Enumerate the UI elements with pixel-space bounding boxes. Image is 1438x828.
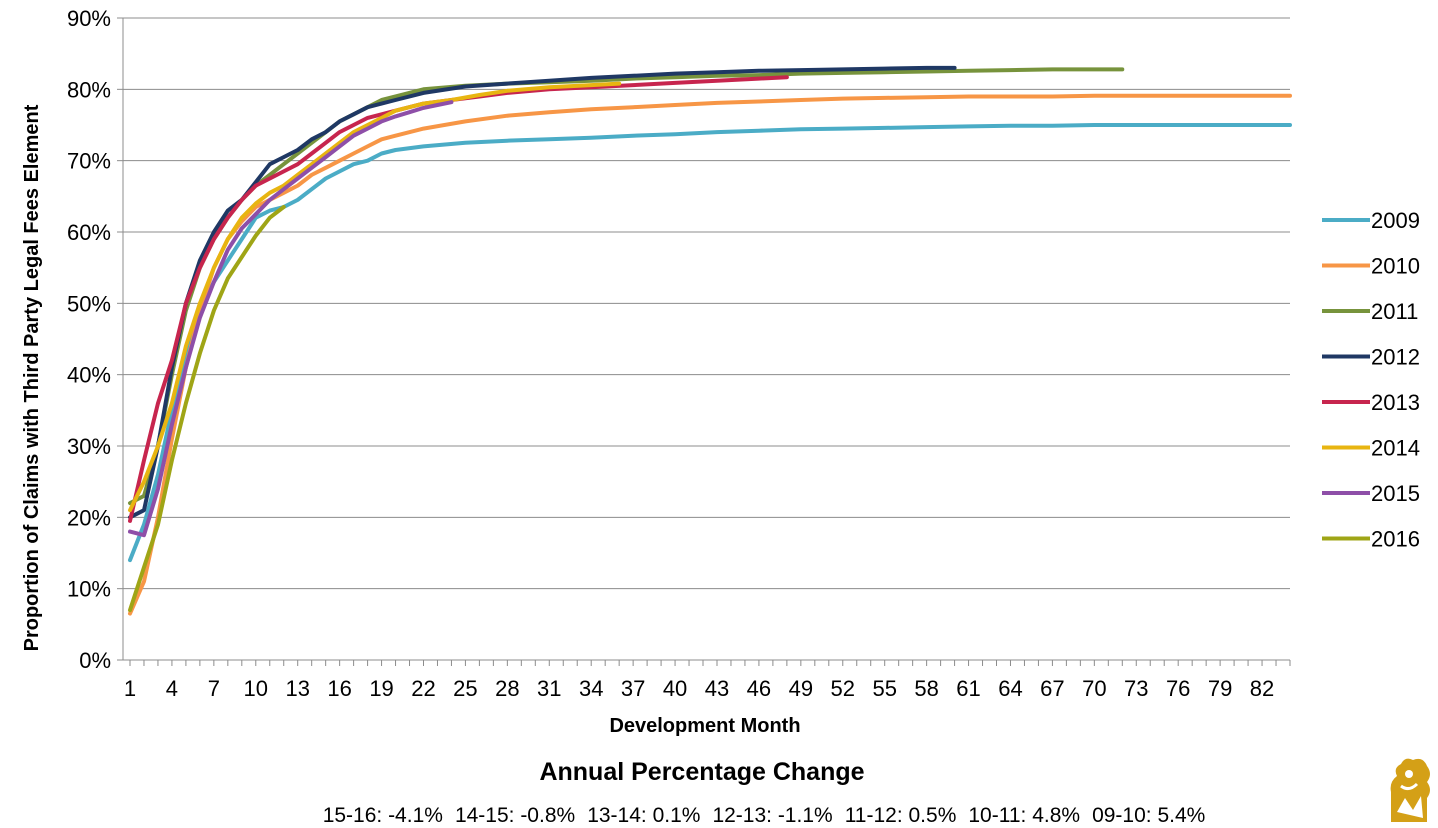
annual-change-item: 12-13: -1.1% bbox=[712, 804, 832, 827]
x-tick-label: 43 bbox=[705, 676, 729, 701]
x-tick-label: 70 bbox=[1082, 676, 1106, 701]
x-tick-label: 10 bbox=[244, 676, 268, 701]
annual-change-list: 15-16: -4.1% 14-15: -0.8% 13-14: 0.1% 12-13… bbox=[323, 804, 1206, 827]
y-tick-label: 20% bbox=[67, 505, 111, 530]
series-line-2013 bbox=[128, 75, 789, 523]
x-tick-label: 79 bbox=[1208, 676, 1232, 701]
x-tick-label: 58 bbox=[914, 676, 938, 701]
x-tick-label: 16 bbox=[327, 676, 351, 701]
x-tick-label: 46 bbox=[747, 676, 771, 701]
legend-label-2010: 2010 bbox=[1371, 254, 1420, 279]
series-line-2009 bbox=[128, 123, 1292, 563]
y-axis-label: Proportion of Claims with Third Party Le… bbox=[21, 104, 43, 651]
annual-change-item: 14-15: -0.8% bbox=[455, 804, 575, 827]
y-tick-label: 10% bbox=[67, 577, 111, 602]
x-tick-label: 61 bbox=[956, 676, 980, 701]
x-tick-label: 19 bbox=[369, 676, 393, 701]
annual-change-items: 15-16: -4.1% 14-15: -0.8% 13-14: 0.1% 12-13… bbox=[323, 804, 1206, 827]
y-tick-label: 80% bbox=[67, 77, 111, 102]
annual-change-item: 15-16: -4.1% bbox=[323, 804, 443, 827]
series-line-2016 bbox=[128, 205, 286, 613]
x-tick-label: 55 bbox=[872, 676, 896, 701]
x-tick-label: 82 bbox=[1250, 676, 1274, 701]
x-tick-label: 76 bbox=[1166, 676, 1190, 701]
legend-label-2015: 2015 bbox=[1371, 481, 1420, 506]
y-tick-label: 30% bbox=[67, 434, 111, 459]
legend: 2009 2010 2011 2012 2013 2014 2015 2016 bbox=[1322, 208, 1420, 552]
y-tick-label: 70% bbox=[67, 149, 111, 174]
x-tick-label: 25 bbox=[453, 676, 477, 701]
legend-label-2014: 2014 bbox=[1371, 436, 1420, 461]
series-line-2012 bbox=[128, 65, 957, 520]
x-tick-label: 73 bbox=[1124, 676, 1148, 701]
axes: 0% 10% 20% 30% 40% 50% 60% 70% 80% 90% 1 4 7 10 13 16 19… bbox=[67, 6, 1291, 701]
legend-label-2016: 2016 bbox=[1371, 527, 1420, 552]
x-tick-label: 1 bbox=[124, 676, 136, 701]
legend-label-2009: 2009 bbox=[1371, 208, 1420, 233]
legend-label-2011: 2011 bbox=[1371, 299, 1418, 324]
x-tick-label: 52 bbox=[831, 676, 855, 701]
y-tick-label: 0% bbox=[79, 648, 111, 673]
y-tick-label: 90% bbox=[67, 6, 111, 31]
legend-label-2012: 2012 bbox=[1371, 345, 1420, 370]
x-tick-label: 28 bbox=[495, 676, 519, 701]
annual-change-item: 11-12: 0.5% bbox=[845, 804, 957, 827]
lion-crest-icon bbox=[1383, 752, 1435, 826]
x-tick-label: 13 bbox=[285, 676, 309, 701]
x-tick-label: 31 bbox=[537, 676, 561, 701]
x-tick-label: 49 bbox=[789, 676, 813, 701]
series-lines bbox=[128, 65, 1292, 616]
x-axis-label: Development Month bbox=[609, 715, 800, 737]
series-line-2015 bbox=[128, 100, 454, 538]
annual-change-item: 09-10: 5.4% bbox=[1092, 804, 1205, 827]
annual-change-item: 13-14: 0.1% bbox=[587, 804, 700, 827]
x-tick-label: 67 bbox=[1040, 676, 1064, 701]
y-tick-label: 60% bbox=[67, 220, 111, 245]
x-tick-label: 7 bbox=[208, 676, 220, 701]
x-tick-label: 4 bbox=[166, 676, 178, 701]
annual-change-title: Annual Percentage Change bbox=[539, 758, 864, 786]
y-tick-label: 50% bbox=[67, 291, 111, 316]
series-line-2014 bbox=[128, 81, 622, 513]
x-tick-label: 64 bbox=[998, 676, 1022, 701]
x-tick-label: 34 bbox=[579, 676, 603, 701]
x-tick-label: 40 bbox=[663, 676, 687, 701]
x-tick-label: 22 bbox=[411, 676, 435, 701]
legend-label-2013: 2013 bbox=[1371, 390, 1420, 415]
x-tick-label: 37 bbox=[621, 676, 645, 701]
annual-change-item: 10-11: 4.8% bbox=[968, 804, 1080, 827]
y-tick-label: 40% bbox=[67, 363, 111, 388]
